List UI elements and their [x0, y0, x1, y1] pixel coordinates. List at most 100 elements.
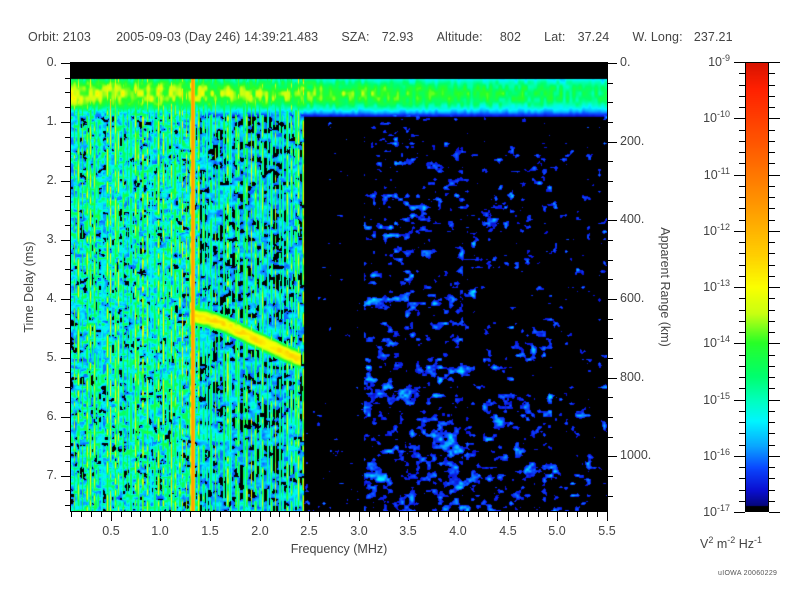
- colorbar-minor-tick-right: [769, 197, 775, 198]
- y-axis-right-major-tick: [608, 220, 617, 221]
- colorbar-minor-tick-right: [769, 377, 775, 378]
- x-axis-major-tick: [111, 512, 112, 521]
- colorbar-tick-base: 10: [703, 168, 718, 183]
- x-axis-tick-label: 2.5: [300, 524, 318, 538]
- colorbar-minor-tick-left: [739, 388, 745, 389]
- x-axis-minor-tick: [250, 512, 251, 517]
- x-axis-major-tick: [160, 512, 161, 521]
- y-axis-right-tick-label: 600.: [620, 291, 645, 305]
- x-axis-minor-tick: [349, 512, 350, 517]
- colorbar-minor-tick-left: [739, 411, 745, 412]
- colorbar-tick-base: 10: [703, 111, 717, 126]
- x-axis-minor-tick: [518, 512, 519, 517]
- y-axis-left-title: Time Delay (ms): [22, 241, 36, 333]
- colorbar-major-tick-left: [734, 118, 745, 119]
- x-axis-major-tick: [359, 512, 360, 521]
- colorbar-minor-tick-left: [739, 422, 745, 423]
- colorbar-tick-exponent: -15: [716, 391, 730, 401]
- colorbar-tick-label: 10-13: [703, 278, 730, 294]
- y-axis-left-major-tick: [61, 240, 70, 241]
- colorbar-tick-base: 10: [703, 280, 717, 295]
- unit-hz: Hz: [738, 537, 755, 552]
- colorbar-minor-tick-right: [769, 445, 775, 446]
- x-axis-minor-tick: [289, 512, 290, 517]
- y-axis-right-minor-tick: [608, 338, 613, 339]
- x-axis-minor-tick: [498, 512, 499, 517]
- y-axis-left-tick-label: 2.: [46, 173, 57, 187]
- y-axis-left-tick-label: 7.: [46, 468, 57, 482]
- colorbar-unit-label: V2 m-2 Hz-1: [700, 535, 762, 551]
- x-axis-minor-tick: [468, 512, 469, 517]
- y-axis-left-minor-tick: [65, 328, 70, 329]
- colorbar-minor-tick-left: [739, 310, 745, 311]
- x-axis-tick-label: 1.5: [201, 524, 219, 538]
- x-axis-minor-tick: [547, 512, 548, 517]
- colorbar-minor-tick-right: [769, 366, 775, 367]
- x-axis-minor-tick: [428, 512, 429, 517]
- colorbar-minor-tick-left: [739, 298, 745, 299]
- y-axis-right-minor-tick: [608, 358, 613, 359]
- y-axis-left-minor-tick: [65, 431, 70, 432]
- colorbar-minor-tick-right: [769, 388, 775, 389]
- colorbar-minor-tick-left: [739, 490, 745, 491]
- y-axis-left-minor-tick: [65, 372, 70, 373]
- colorbar-tick-exponent: -17: [716, 503, 730, 513]
- y-axis-right-minor-tick: [608, 161, 613, 162]
- colorbar-major-tick-right: [769, 231, 780, 232]
- y-axis-left-major-tick: [61, 358, 70, 359]
- x-axis-major-tick: [210, 512, 211, 521]
- x-axis-minor-tick: [230, 512, 231, 517]
- y-axis-right-minor-tick: [608, 437, 613, 438]
- x-axis-tick-label: 5.0: [548, 524, 566, 538]
- y-axis-left-tick-label: 0.: [46, 55, 57, 69]
- y-axis-right-minor-tick: [608, 102, 613, 103]
- colorbar-minor-tick-left: [739, 208, 745, 209]
- colorbar-major-tick-right: [769, 118, 780, 119]
- colorbar-minor-tick-left: [739, 141, 745, 142]
- y-axis-left-minor-tick: [65, 210, 70, 211]
- x-axis-minor-tick: [399, 512, 400, 517]
- colorbar-tick-base: 10: [708, 55, 722, 70]
- y-axis-right-major-tick: [608, 63, 617, 64]
- x-axis-minor-tick: [379, 512, 380, 517]
- y-axis-right-minor-tick: [608, 397, 613, 398]
- colorbar-minor-tick-right: [769, 411, 775, 412]
- colorbar-minor-tick-left: [739, 73, 745, 74]
- colorbar-minor-tick-right: [769, 163, 775, 164]
- x-axis-minor-tick: [389, 512, 390, 517]
- colorbar-minor-tick-right: [769, 186, 775, 187]
- x-axis-major-tick: [309, 512, 310, 521]
- colorbar-major-tick-left: [734, 400, 745, 401]
- x-axis-minor-tick: [270, 512, 271, 517]
- colorbar-major-tick-left: [734, 231, 745, 232]
- colorbar-tick-base: 10: [703, 393, 717, 408]
- header-value-sza: 72.93: [381, 30, 414, 44]
- y-axis-left-minor-tick: [65, 225, 70, 226]
- x-axis-minor-tick: [190, 512, 191, 517]
- y-axis-left-minor-tick: [65, 269, 70, 270]
- colorbar-minor-tick-left: [739, 467, 745, 468]
- y-axis-right-minor-tick: [608, 201, 613, 202]
- y-axis-right-tick-label: 400.: [620, 212, 645, 226]
- x-axis-tick-label: 4.5: [499, 524, 517, 538]
- header-field-altitude: Altitude: 802: [437, 30, 521, 44]
- x-axis-minor-tick: [577, 512, 578, 517]
- colorbar-minor-tick-left: [739, 107, 745, 108]
- x-axis-major-tick: [408, 512, 409, 521]
- colorbar-tick-exponent: -12: [716, 222, 730, 232]
- colorbar-minor-tick-right: [769, 253, 775, 254]
- x-axis-minor-tick: [488, 512, 489, 517]
- colorbar-minor-tick-right: [769, 332, 775, 333]
- colorbar-major-tick-right: [769, 62, 780, 63]
- colorbar-tick-label: 10-14: [703, 334, 730, 350]
- header-label-orbit: Orbit:: [28, 30, 60, 44]
- x-axis-minor-tick: [131, 512, 132, 517]
- colorbar-major-tick-left: [734, 62, 745, 63]
- y-axis-left-minor-tick: [65, 78, 70, 79]
- colorbar-minor-tick-right: [769, 490, 775, 491]
- colorbar-minor-tick-right: [769, 96, 775, 97]
- y-axis-left-major-tick: [61, 476, 70, 477]
- x-axis-tick-label: 3.5: [399, 524, 417, 538]
- header-field-wlong: W. Long: 237.21: [633, 30, 733, 44]
